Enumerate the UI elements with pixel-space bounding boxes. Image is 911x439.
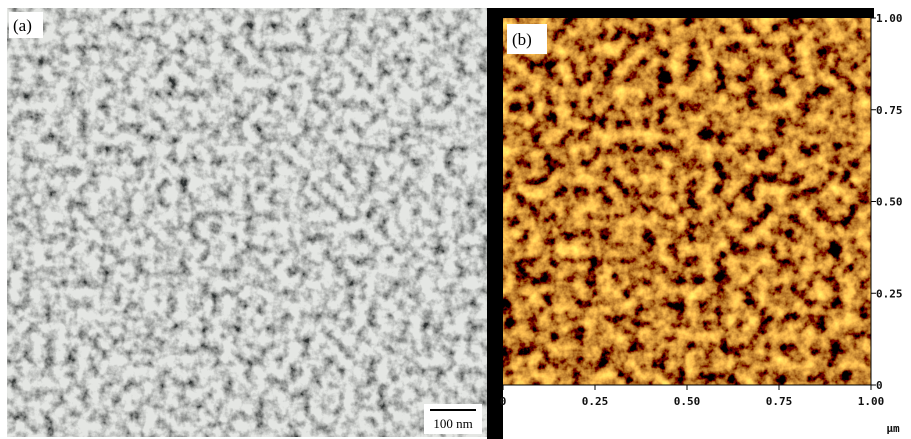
x-tick-label: 0.25 xyxy=(582,395,609,408)
panel-label: (b) xyxy=(512,30,532,49)
y-tick-label: 1.00 xyxy=(876,12,903,25)
y-tick-label: 0.75 xyxy=(876,104,903,117)
scale-label: 100 nm xyxy=(433,416,472,431)
afm-frame xyxy=(487,8,874,18)
y-tick-label: 0.25 xyxy=(876,287,903,300)
x-tick-label: 0.50 xyxy=(674,395,701,408)
afm-frame xyxy=(487,8,503,439)
y-tick-label: 0 xyxy=(876,379,883,392)
unit-label: µm xyxy=(886,422,900,435)
afm-image xyxy=(503,18,871,385)
x-tick-label: 0.75 xyxy=(766,395,793,408)
x-tick-label: 1.00 xyxy=(858,395,885,408)
y-tick-label: 0.50 xyxy=(876,196,903,209)
x-tick-label: 0 xyxy=(500,395,507,408)
tem-image xyxy=(7,8,487,437)
panel-label: (a) xyxy=(13,16,32,35)
figure: (a) 100 nm (b) µm 0 0.25 0.50 0.75 1.00 0 0.25… xyxy=(0,0,911,439)
